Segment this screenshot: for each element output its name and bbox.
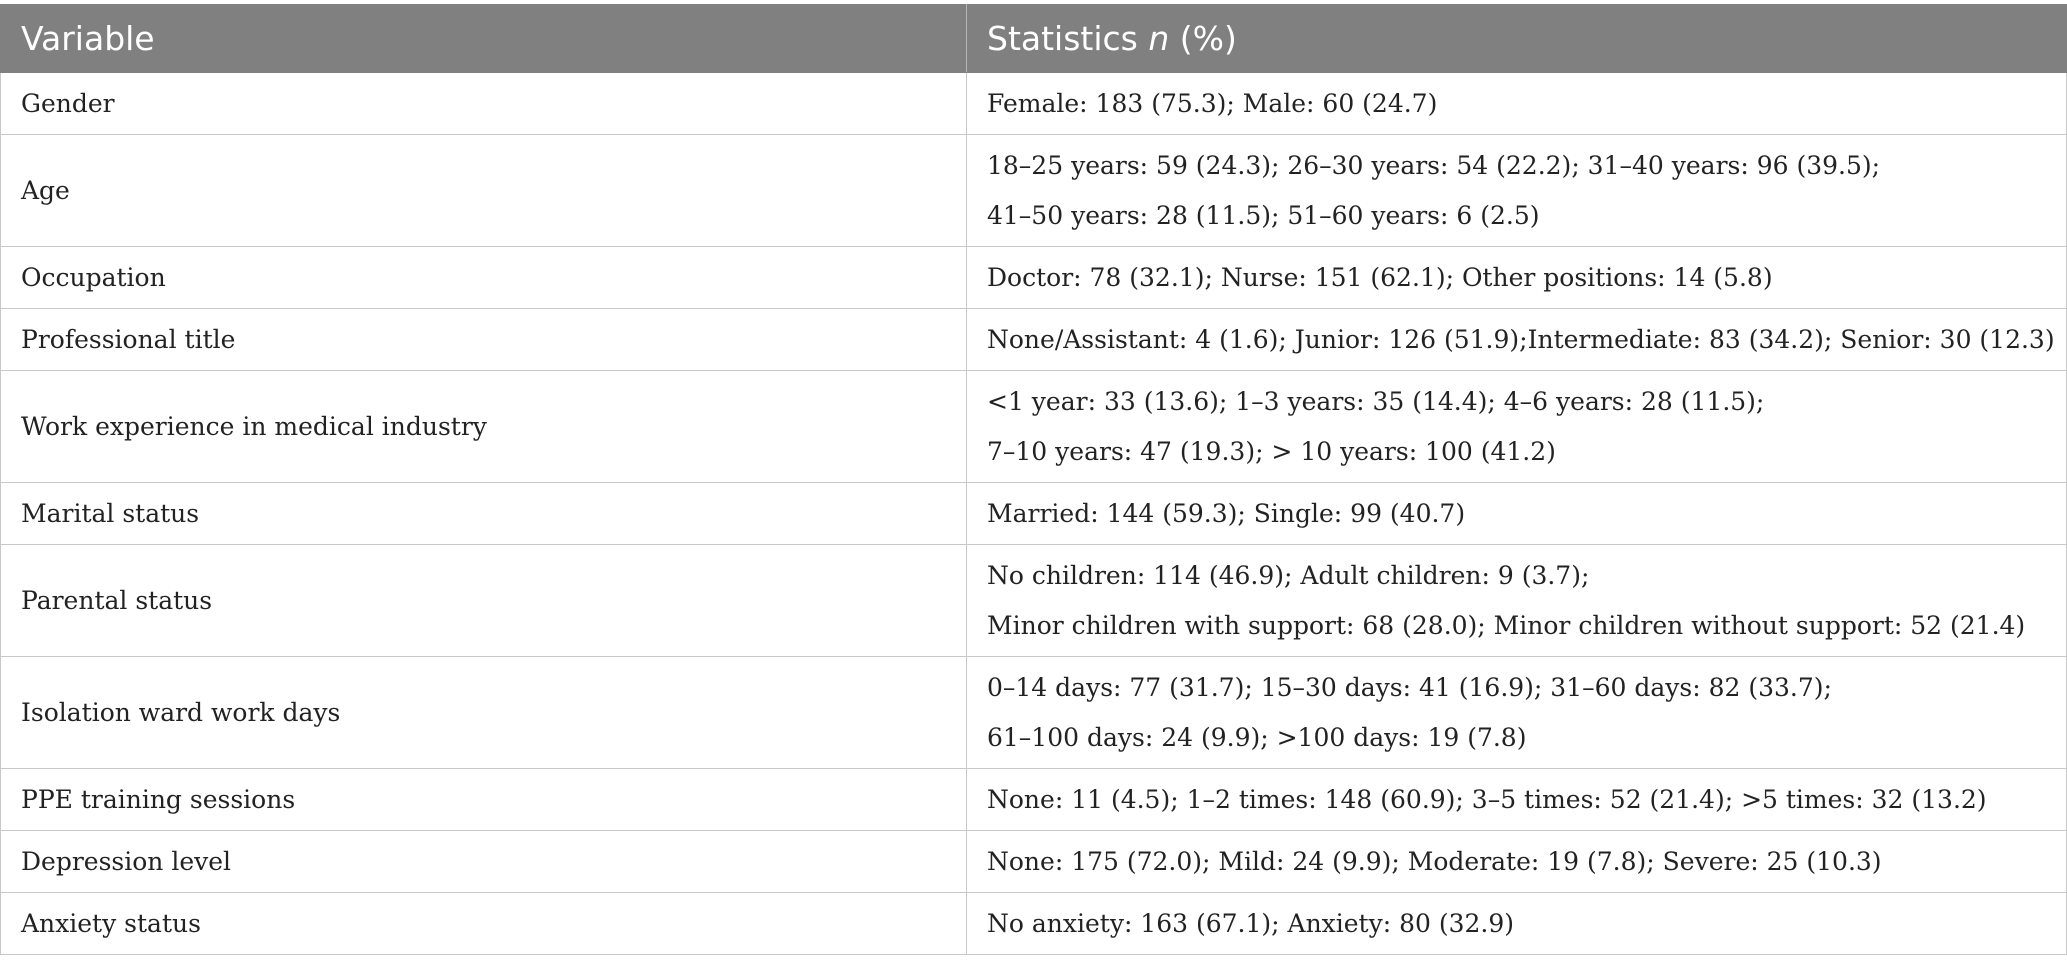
cell-variable: Anxiety status [0,892,967,955]
cell-statistics: <1 year: 33 (13.6); 1–3 years: 35 (14.4)… [966,370,2067,483]
cell-statistics: 0–14 days: 77 (31.7); 15–30 days: 41 (16… [966,656,2067,769]
cell-variable: Occupation [0,246,967,309]
statistics-line: None: 11 (4.5); 1–2 times: 148 (60.9); 3… [987,784,1987,814]
cell-statistics: No anxiety: 163 (67.1); Anxiety: 80 (32.… [966,892,2067,955]
statistics-line: 7–10 years: 47 (19.3); > 10 years: 100 (… [987,436,1556,466]
table-row: Occupation Doctor: 78 (32.1); Nurse: 151… [0,246,2067,309]
statistics-line: 0–14 days: 77 (31.7); 15–30 days: 41 (16… [987,672,1832,702]
statistics-line: Married: 144 (59.3); Single: 99 (40.7) [987,498,1466,528]
table-row: Anxiety status No anxiety: 163 (67.1); A… [0,892,2067,955]
table-row: Isolation ward work days 0–14 days: 77 (… [0,656,2067,769]
header-statistics-suffix: (%) [1169,19,1237,58]
table-row: Gender Female: 183 (75.3); Male: 60 (24.… [0,72,2067,135]
statistics-line: 41–50 years: 28 (11.5); 51–60 years: 6 (… [987,200,1540,230]
statistics-line: None/Assistant: 4 (1.6); Junior: 126 (51… [987,324,2055,354]
table-row: Marital status Married: 144 (59.3); Sing… [0,482,2067,545]
table-body: Gender Female: 183 (75.3); Male: 60 (24.… [0,72,2067,955]
cell-statistics: No children: 114 (46.9); Adult children:… [966,544,2067,657]
table-row: PPE training sessions None: 11 (4.5); 1–… [0,768,2067,831]
header-variable: Variable [0,4,967,73]
cell-variable: Gender [0,72,967,135]
cell-statistics: Doctor: 78 (32.1); Nurse: 151 (62.1); Ot… [966,246,2067,309]
statistics-line: No anxiety: 163 (67.1); Anxiety: 80 (32.… [987,908,1515,938]
statistics-line: Minor children with support: 68 (28.0); … [987,610,2026,640]
cell-variable: Depression level [0,830,967,893]
header-row: Variable Statistics n (%) [0,4,2067,73]
table-row: Work experience in medical industry <1 y… [0,370,2067,483]
table-row: Age 18–25 years: 59 (24.3); 26–30 years:… [0,134,2067,247]
statistics-line: None: 175 (72.0); Mild: 24 (9.9); Modera… [987,846,1882,876]
table-row: Depression level None: 175 (72.0); Mild:… [0,830,2067,893]
table-row: Professional title None/Assistant: 4 (1.… [0,308,2067,371]
header-statistics-n: n [1148,19,1170,58]
statistics-line: No children: 114 (46.9); Adult children:… [987,560,1590,590]
cell-variable: PPE training sessions [0,768,967,831]
cell-variable: Age [0,134,967,247]
demographics-table-container: Variable Statistics n (%) Gender Female:… [0,4,2067,955]
statistics-line: 61–100 days: 24 (9.9); >100 days: 19 (7.… [987,722,1527,752]
demographics-table: Variable Statistics n (%) Gender Female:… [0,4,2067,955]
cell-statistics: Married: 144 (59.3); Single: 99 (40.7) [966,482,2067,545]
cell-statistics: Female: 183 (75.3); Male: 60 (24.7) [966,72,2067,135]
header-statistics-prefix: Statistics [987,19,1149,58]
cell-variable: Work experience in medical industry [0,370,967,483]
cell-variable: Marital status [0,482,967,545]
cell-statistics: None: 11 (4.5); 1–2 times: 148 (60.9); 3… [966,768,2067,831]
cell-variable: Parental status [0,544,967,657]
statistics-line: <1 year: 33 (13.6); 1–3 years: 35 (14.4)… [987,386,1765,416]
cell-statistics: None/Assistant: 4 (1.6); Junior: 126 (51… [966,308,2067,371]
cell-variable: Professional title [0,308,967,371]
table-header: Variable Statistics n (%) [0,4,2067,73]
table-row: Parental status No children: 114 (46.9);… [0,544,2067,657]
cell-statistics: 18–25 years: 59 (24.3); 26–30 years: 54 … [966,134,2067,247]
cell-statistics: None: 175 (72.0); Mild: 24 (9.9); Modera… [966,830,2067,893]
header-statistics: Statistics n (%) [966,4,2067,73]
cell-variable: Isolation ward work days [0,656,967,769]
statistics-line: Doctor: 78 (32.1); Nurse: 151 (62.1); Ot… [987,262,1773,292]
statistics-line: 18–25 years: 59 (24.3); 26–30 years: 54 … [987,150,1881,180]
statistics-line: Female: 183 (75.3); Male: 60 (24.7) [987,88,1438,118]
